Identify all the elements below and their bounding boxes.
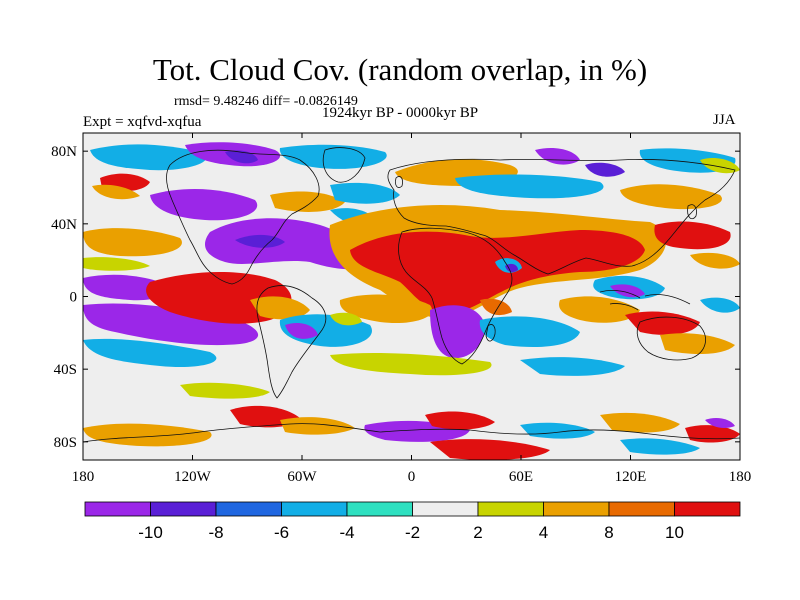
field-region (83, 423, 212, 447)
lon-tick-label: 120W (174, 469, 212, 485)
colorbar-swatch (412, 501, 479, 517)
colorbar-swatch (543, 501, 610, 517)
axis-labels: 80N 40N 0 40S 80S 180 120W 60W 0 60E 120E 180 (51, 144, 751, 485)
field-region (620, 438, 700, 455)
field-region (625, 311, 700, 335)
field-region (330, 352, 492, 376)
lon-tick-label: 0 (408, 469, 416, 485)
lon-tick-label: 60W (287, 469, 317, 485)
field-region (280, 417, 355, 435)
field-region (654, 221, 731, 250)
field-region (279, 144, 387, 169)
colorbar-swatch (477, 501, 544, 517)
coastline-africa (398, 227, 513, 365)
coastline-australia (636, 316, 706, 361)
colorbar-tick-label: 4 (539, 523, 548, 542)
field-region (235, 234, 285, 248)
coastline-antarctica (83, 423, 740, 443)
field-region (90, 144, 207, 171)
coastline-british-isles (395, 176, 403, 188)
colorbar (84, 501, 741, 517)
field-region (430, 305, 485, 359)
field-region (83, 338, 217, 368)
colorbar-swatch (608, 501, 675, 517)
lon-tick-label: 120E (615, 469, 647, 485)
field-region (520, 422, 595, 439)
stats-text: rmsd= 9.48246 diff= -0.0826149 (174, 94, 358, 109)
colorbar-tick-label: -6 (274, 523, 289, 542)
map-title: Tot. Cloud Cov. (random overlap, in %) (152, 52, 648, 87)
lat-tick-label: 40N (51, 217, 77, 233)
field-region (505, 263, 518, 273)
field-region (660, 333, 735, 355)
field-region (430, 439, 550, 460)
colorbar-swatch (215, 501, 282, 517)
axis-ticks (82, 133, 741, 460)
field-region (610, 284, 645, 298)
coastline-indonesia (599, 290, 691, 311)
field-region (83, 257, 150, 271)
field-region (330, 182, 400, 204)
colorbar-swatch (281, 501, 348, 517)
field-region (620, 184, 722, 210)
coastline-greenland (322, 147, 366, 183)
lon-tick-label: 60E (509, 469, 533, 485)
field-region (285, 323, 318, 339)
lat-tick-label: 0 (70, 290, 78, 306)
period-subtitle: 1924kyr BP - 0000kyr BP (322, 105, 479, 121)
lat-tick-label: 40S (54, 362, 77, 378)
coastlines (83, 147, 740, 443)
field-region (705, 418, 735, 428)
field-region (479, 316, 580, 348)
colorbar-tick-label: -4 (339, 523, 354, 542)
coastline-south-america (256, 285, 327, 399)
coastline-madagascar (485, 324, 496, 342)
coastline-north-america (166, 149, 320, 285)
colorbar-tick-label: -2 (405, 523, 420, 542)
field-region (690, 252, 740, 269)
field-region (92, 184, 140, 200)
lon-tick-label: 180 (729, 469, 752, 485)
colorbar-tick-label: 10 (665, 523, 684, 542)
field-region (150, 188, 258, 221)
colorbar-tick-label: -10 (138, 523, 163, 542)
season-label: JJA (713, 112, 736, 128)
field-region (559, 296, 640, 323)
colorbar-swatch (150, 501, 217, 517)
lat-tick-label: 80S (54, 435, 77, 451)
field-region (425, 411, 495, 430)
field-region (600, 412, 680, 433)
colorbar-tick-label: 2 (473, 523, 482, 542)
colorbar-swatch (346, 501, 413, 517)
colorbar-tick-label: -8 (208, 523, 223, 542)
field-region (83, 228, 182, 257)
field-region (700, 158, 740, 174)
lon-tick-label: 180 (72, 469, 95, 485)
field-anomaly-layer (83, 133, 740, 460)
field-region (330, 312, 362, 326)
field-region (146, 271, 292, 324)
lat-tick-label: 80N (51, 144, 77, 160)
field-region (339, 294, 432, 324)
field-region (270, 191, 345, 212)
colorbar-swatch (84, 501, 151, 517)
experiment-label: Expt = xqfvd-xqfua (83, 114, 202, 130)
field-region (83, 303, 259, 346)
field-region (585, 162, 625, 177)
field-region (83, 274, 166, 301)
field-region (250, 296, 310, 320)
field-region (180, 382, 270, 399)
field-region (520, 357, 625, 376)
colorbar-tick-label: 8 (604, 523, 613, 542)
field-region (480, 298, 512, 316)
field-region (700, 297, 740, 313)
coastline-japan (687, 204, 697, 220)
coastline-eurasia (387, 158, 736, 275)
field-region (350, 230, 645, 314)
colorbar-swatch (674, 501, 741, 517)
field-region (455, 174, 604, 199)
colorbar-labels: -10 -8 -6 -4 -2 2 4 8 10 (138, 523, 684, 542)
